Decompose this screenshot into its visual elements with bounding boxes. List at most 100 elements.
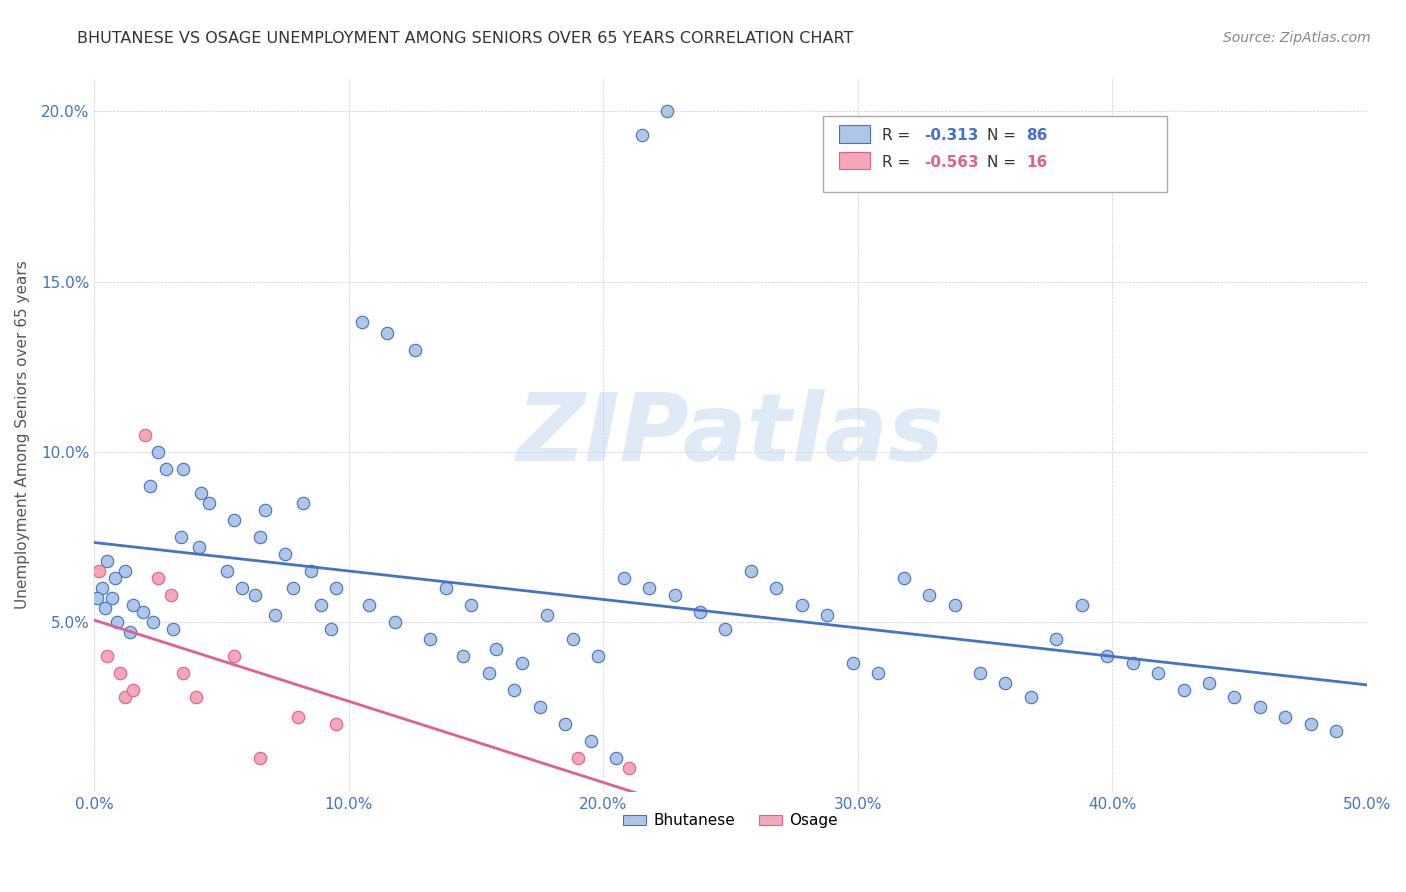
Point (1019, 690, 1042, 704)
Point (114, 690, 136, 704)
Point (586, 648, 609, 663)
Text: N =: N = (987, 128, 1021, 143)
Point (249, 751, 271, 765)
Point (155, 461, 177, 475)
Point (529, 699, 551, 714)
Point (434, 581, 457, 595)
Point (146, 571, 169, 585)
Point (187, 540, 209, 554)
Point (91, 581, 114, 595)
Point (243, 588, 266, 602)
Text: R =: R = (882, 155, 915, 169)
Point (86, 591, 108, 605)
Point (790, 598, 813, 612)
Point (108, 665, 131, 680)
Text: ZIPatlas: ZIPatlas (516, 389, 945, 481)
Point (319, 622, 342, 636)
Point (567, 751, 589, 765)
Point (617, 761, 640, 775)
Point (1274, 710, 1296, 724)
Point (605, 751, 627, 765)
Point (503, 682, 526, 697)
Text: Source: ZipAtlas.com: Source: ZipAtlas.com (1223, 31, 1371, 45)
Point (186, 690, 208, 704)
Point (118, 625, 141, 640)
Point (287, 710, 309, 724)
Point (159, 588, 181, 602)
Point (918, 588, 941, 602)
Point (134, 427, 156, 442)
Text: -0.313: -0.313 (924, 128, 979, 143)
Point (554, 717, 576, 731)
Point (96, 553, 118, 567)
Point (460, 598, 482, 612)
Point (249, 530, 271, 544)
Point (96, 648, 118, 663)
Legend: Bhutanese, Osage: Bhutanese, Osage (617, 807, 844, 834)
Point (1249, 699, 1271, 714)
Point (1147, 665, 1170, 680)
Point (104, 571, 127, 585)
Point (689, 605, 711, 619)
Point (1122, 656, 1144, 670)
Point (453, 648, 475, 663)
Point (281, 581, 304, 595)
Point (893, 571, 915, 585)
Point (224, 648, 246, 663)
Point (579, 734, 602, 748)
Point (1198, 676, 1220, 690)
Point (146, 444, 169, 458)
Point (162, 622, 184, 636)
Point (375, 326, 398, 340)
Point (1223, 690, 1246, 704)
Point (224, 513, 246, 527)
Point (121, 682, 143, 697)
Point (231, 581, 253, 595)
Point (359, 598, 381, 612)
Point (93, 601, 115, 615)
Point (536, 607, 558, 622)
Point (190, 485, 212, 500)
Point (664, 588, 686, 602)
Point (841, 656, 863, 670)
Point (969, 665, 991, 680)
Point (740, 564, 762, 578)
Point (638, 581, 661, 595)
Point (101, 591, 124, 605)
Text: 86: 86 (1026, 128, 1047, 143)
Point (350, 315, 373, 329)
Point (655, 104, 678, 119)
Point (510, 656, 533, 670)
Point (478, 665, 501, 680)
Point (105, 615, 128, 629)
Text: R =: R = (882, 128, 915, 143)
Point (404, 343, 426, 357)
Point (714, 622, 737, 636)
Point (325, 717, 347, 731)
Point (994, 676, 1017, 690)
Point (1097, 648, 1119, 663)
Point (561, 632, 583, 646)
Point (253, 502, 276, 516)
Point (292, 496, 315, 510)
Point (264, 607, 287, 622)
Y-axis label: Unemployment Among Seniors over 65 years: Unemployment Among Seniors over 65 years (15, 260, 30, 609)
Point (170, 530, 193, 544)
Point (131, 605, 153, 619)
Point (172, 665, 194, 680)
Point (215, 564, 238, 578)
Text: -0.563: -0.563 (924, 155, 979, 169)
Text: BHUTANESE VS OSAGE UNEMPLOYMENT AMONG SENIORS OVER 65 YEARS CORRELATION CHART: BHUTANESE VS OSAGE UNEMPLOYMENT AMONG SE… (77, 31, 853, 46)
Point (121, 598, 143, 612)
Point (630, 128, 652, 143)
Point (765, 581, 787, 595)
Point (114, 564, 136, 578)
Point (325, 581, 347, 595)
Point (1173, 682, 1195, 697)
Point (815, 607, 838, 622)
Point (139, 479, 162, 493)
Point (613, 571, 636, 585)
Text: N =: N = (987, 155, 1021, 169)
Point (198, 496, 221, 510)
Point (868, 665, 890, 680)
